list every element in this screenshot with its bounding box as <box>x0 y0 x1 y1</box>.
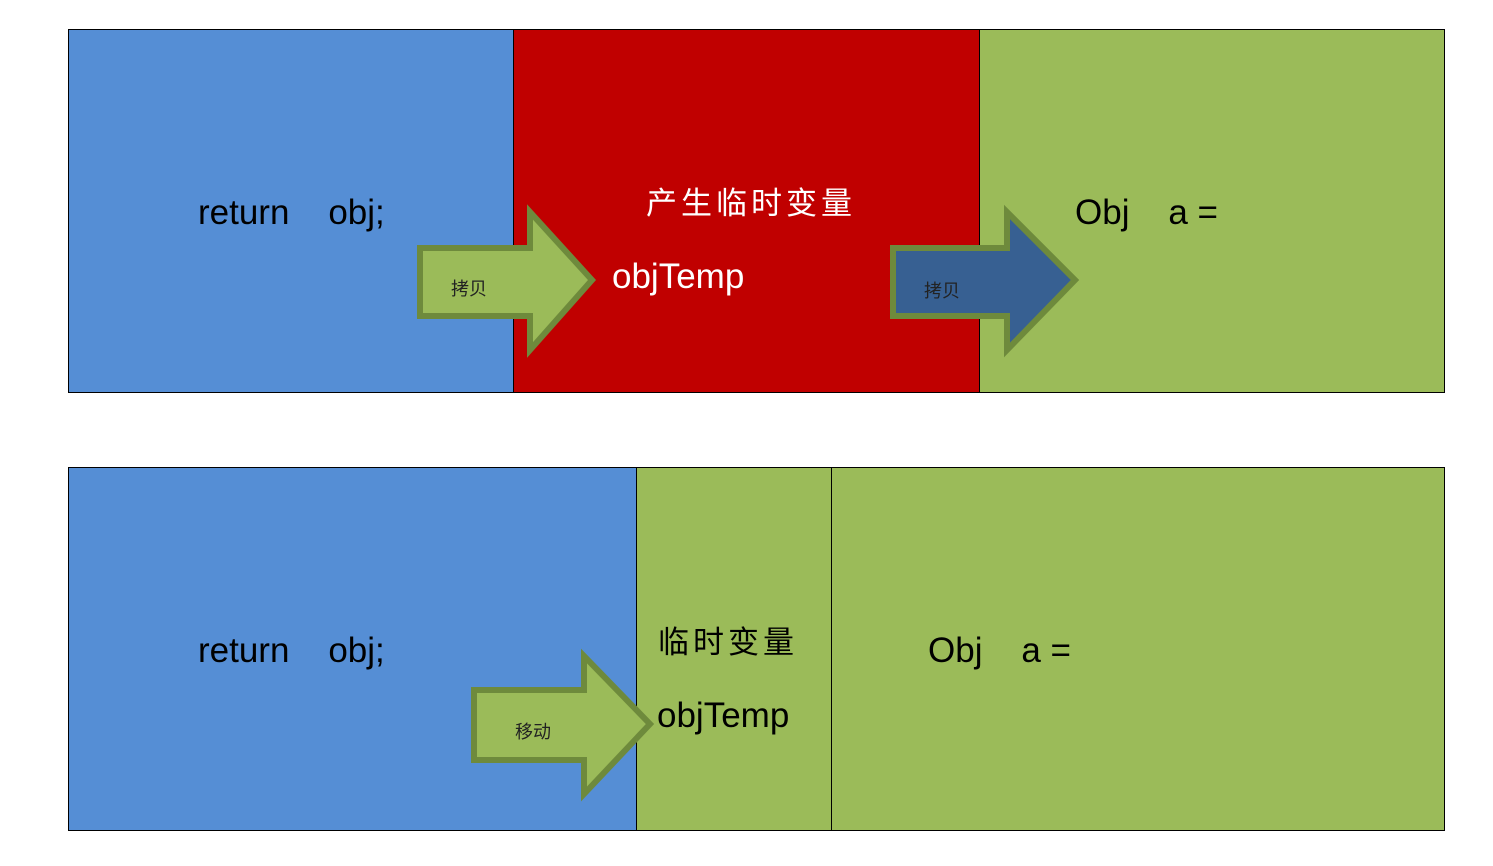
bottom-target-text: Obj a = <box>928 631 1071 670</box>
bottom-temp-name: objTemp <box>657 696 790 735</box>
target-box <box>980 30 1444 392</box>
bottom-temp-caption: 临时变量 <box>658 625 798 661</box>
move-diagram-panel <box>68 467 1445 831</box>
copy-arrow-2-label: 拷贝 <box>924 281 960 302</box>
target-box <box>832 468 1444 830</box>
source-box <box>69 468 637 830</box>
top-temp-caption: 产生临时变量 <box>646 186 856 222</box>
temp-box <box>514 30 980 392</box>
temp-box <box>637 468 832 830</box>
move-arrow-label: 移动 <box>515 722 551 743</box>
top-temp-name: objTemp <box>612 257 745 296</box>
top-source-text: return obj; <box>198 193 385 232</box>
bottom-source-text: return obj; <box>198 631 385 670</box>
source-box <box>69 30 514 392</box>
copy-diagram-panel <box>68 29 1445 393</box>
copy-arrow-1-label: 拷贝 <box>451 279 487 300</box>
top-target-text: Obj a = <box>1075 193 1218 232</box>
